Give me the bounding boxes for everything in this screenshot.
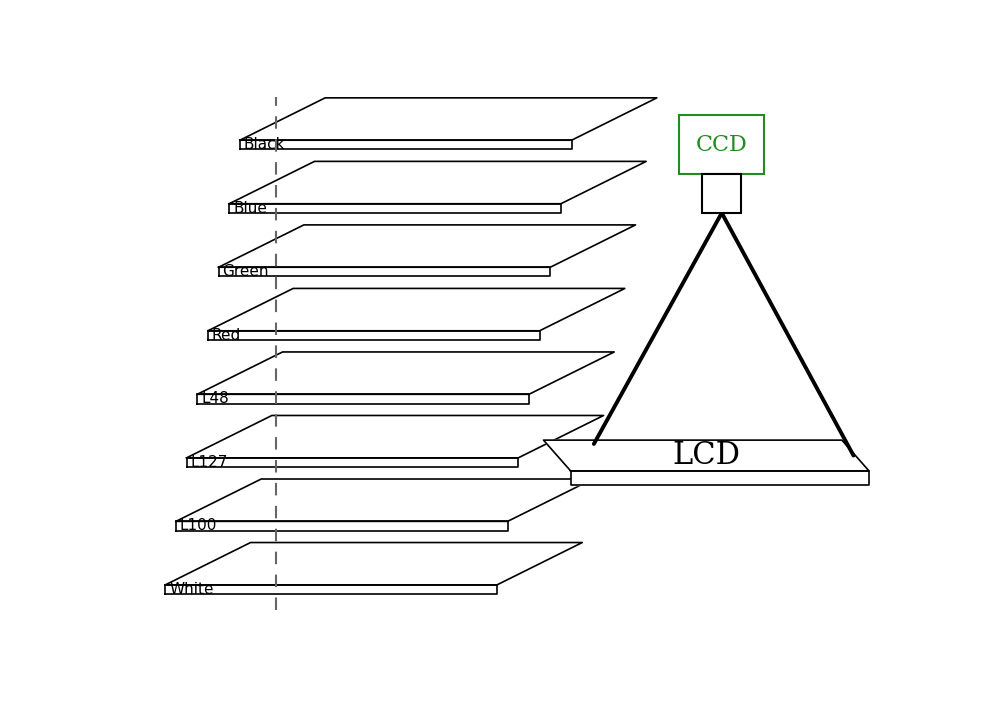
Bar: [679, 115, 764, 175]
Polygon shape: [229, 161, 646, 204]
Polygon shape: [197, 352, 614, 395]
Polygon shape: [208, 331, 540, 340]
Text: L48: L48: [201, 392, 229, 407]
Text: CCD: CCD: [696, 134, 748, 156]
Polygon shape: [240, 140, 572, 150]
Polygon shape: [165, 585, 497, 594]
Polygon shape: [176, 479, 593, 521]
Polygon shape: [219, 225, 636, 267]
Text: Black: Black: [244, 137, 285, 153]
Text: L127: L127: [190, 455, 228, 470]
Polygon shape: [208, 289, 625, 331]
Text: L100: L100: [180, 518, 217, 533]
Polygon shape: [229, 204, 561, 213]
Bar: [702, 175, 741, 213]
Polygon shape: [240, 98, 657, 140]
Polygon shape: [165, 543, 582, 585]
Text: LCD: LCD: [672, 440, 740, 471]
Text: Green: Green: [222, 264, 269, 279]
Text: Blue: Blue: [233, 201, 267, 216]
Polygon shape: [219, 267, 550, 276]
Polygon shape: [187, 458, 518, 467]
Polygon shape: [571, 471, 869, 485]
Text: White: White: [169, 582, 214, 597]
Polygon shape: [197, 395, 529, 404]
Polygon shape: [544, 440, 869, 471]
Polygon shape: [176, 521, 508, 531]
Polygon shape: [187, 415, 604, 458]
Text: Red: Red: [212, 328, 241, 343]
